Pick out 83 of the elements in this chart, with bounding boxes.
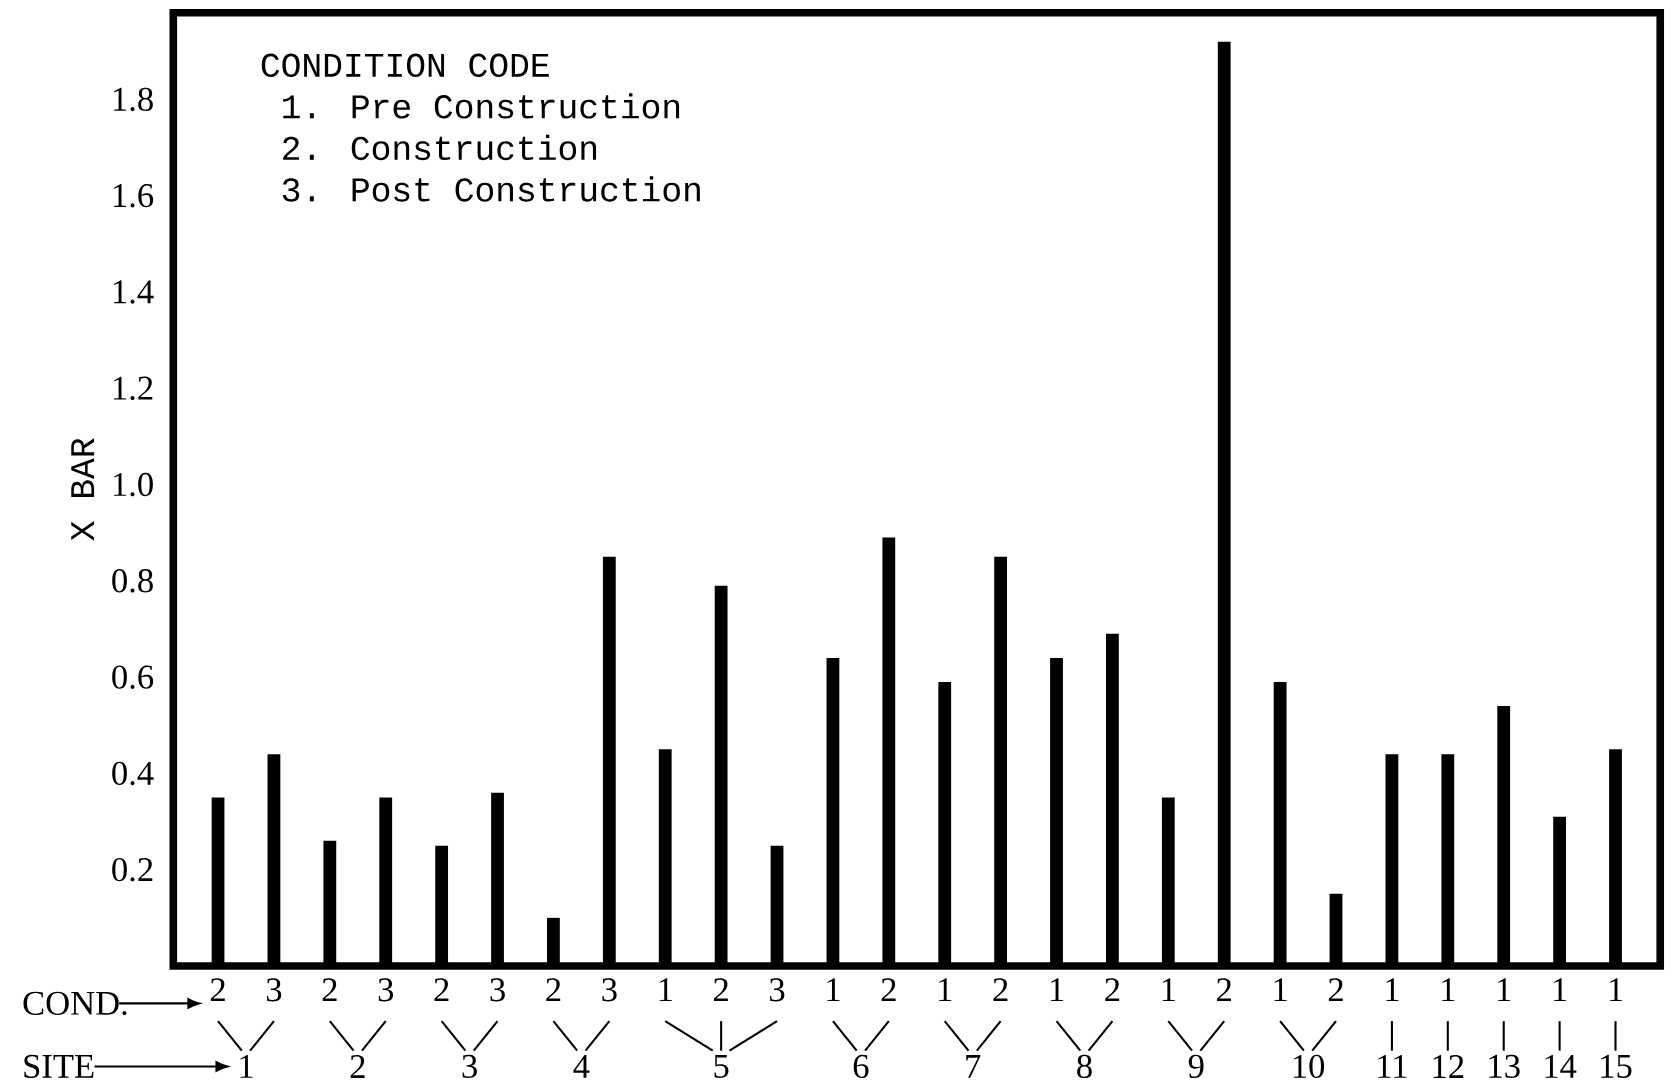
bar [435,845,449,966]
y-tick-label: 0.8 [112,569,153,593]
bar [938,681,952,966]
bar [714,585,728,966]
x-tick-label: 1 [1050,978,1064,1001]
bar [379,797,393,966]
text: 14 [1545,1054,1577,1078]
text: 9 [1188,1054,1204,1078]
bar [1050,657,1063,966]
x-tick-label: 2 [210,978,225,1002]
bar [602,556,616,966]
text: 12 [1433,1054,1464,1078]
x-tick-label: 2 [322,978,337,1002]
x-tick-label: 2 [1217,978,1231,1002]
bar [1273,681,1287,966]
x-tick-label: 2 [1328,978,1343,1002]
y-axis-title: X BAR [71,438,95,541]
text: 7 [966,1054,981,1078]
text: 13 [1489,1054,1520,1078]
x-tick-label: 2 [993,978,1008,1002]
x-tick-label: 1 [1274,978,1287,1001]
x-tick-label: 1 [1498,978,1511,1001]
y-tick-label: 1.8 [113,87,153,112]
y-tick-label: 0.2 [112,857,153,882]
x-tick-label: 1 [1162,978,1175,1001]
text: 2 [350,1054,365,1078]
bar [211,797,225,966]
bar [994,556,1008,966]
annotation: 3. Post Construction [282,176,700,202]
annotation: 1. Pre Construction [283,93,680,119]
bar [547,917,560,966]
x-tick-label: 3 [602,978,617,1002]
y-tick-label: 0.6 [112,665,154,689]
text: 8 [1077,1054,1092,1078]
bar [267,754,281,966]
y-tick-label: 0.4 [112,761,154,786]
text: 15 [1601,1054,1632,1078]
annotation: 2. Construction [283,134,597,161]
bar [826,657,840,966]
x-tick-label: 1 [939,978,952,1001]
text: 5 [714,1054,729,1078]
text: 4 [573,1054,590,1078]
bar [491,792,504,966]
y-tick-label: 1.0 [113,472,153,497]
x-tick-label: 1 [827,978,840,1001]
annotation: CONDITION CODE [261,53,549,77]
x-tick-label: 2 [713,978,728,1002]
bar [1329,893,1343,966]
bar [1441,754,1455,966]
bar [770,845,784,966]
x-tick-label: 1 [659,978,672,1001]
text: 11 [1378,1054,1407,1078]
x-tick-label: 1 [1609,978,1623,1001]
bar [882,537,896,966]
text: 6 [853,1054,869,1078]
y-tick-label: 1.4 [113,280,154,304]
bar [1385,754,1399,966]
x-tick-label: 1 [1442,978,1455,1001]
x-tick-label: 3 [490,978,505,1002]
text: COND. [23,991,127,1016]
x-tick-label: 2 [434,978,449,1002]
text: 10 [1293,1054,1325,1078]
bar [658,749,672,966]
x-tick-label: 1 [1386,978,1399,1001]
text: 1 [240,1054,253,1078]
x-tick-label: 1 [1554,978,1567,1001]
y-tick-label: 1.6 [113,183,154,208]
bar [1609,749,1622,966]
text: 3 [462,1054,477,1078]
x-tick-label: 3 [378,978,394,1002]
x-tick-label: 2 [1105,978,1120,1002]
y-tick-label: 1.2 [113,376,153,400]
bar [1217,41,1231,966]
bar [323,840,337,966]
text: SITE [24,1054,94,1078]
x-tick-label: 2 [881,978,896,1002]
bar [1106,633,1119,966]
bar [1497,705,1511,966]
x-tick-label: 3 [770,978,785,1002]
bar [1161,797,1175,966]
x-tick-label: 3 [266,978,282,1002]
x-tick-label: 2 [546,978,561,1002]
bar [1553,816,1567,966]
